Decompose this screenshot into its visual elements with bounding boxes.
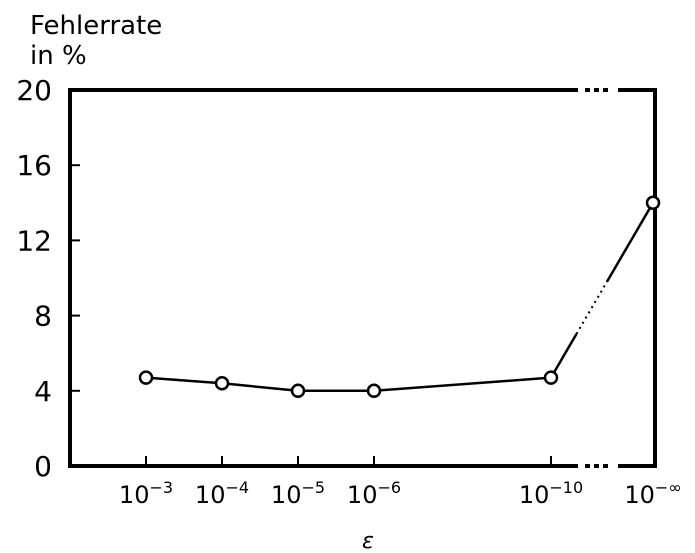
series-line-break — [575, 280, 608, 335]
axis-break-dot — [594, 464, 599, 468]
y-tick-label: 12 — [16, 224, 52, 257]
series-line-segment — [221, 382, 299, 393]
x-axis: 10−3 10−4 10−5 10−6 10−10 10−∞ — [119, 456, 682, 509]
x-tick-label: 10−5 — [271, 478, 325, 509]
y-tick-label: 16 — [16, 149, 52, 182]
axis-break-dot — [603, 464, 608, 468]
axis-break-dot — [603, 88, 608, 92]
x-tick-label: 10−3 — [119, 478, 173, 509]
axis-break-dot — [585, 464, 590, 468]
y-axis-title-line2: in % — [30, 41, 87, 71]
data-point — [138, 370, 154, 385]
x-tick-label: 10−10 — [519, 478, 583, 509]
x-tick-label: 10−6 — [347, 478, 401, 509]
data-series — [138, 195, 661, 399]
plot-frame — [68, 88, 657, 468]
x-axis-title: ε — [362, 529, 374, 553]
y-tick-label: 8 — [34, 300, 52, 333]
series-line-segment — [606, 202, 655, 283]
y-axis: 0 4 8 12 16 20 — [16, 74, 80, 483]
axis-break-dot — [594, 88, 599, 92]
x-tick-label: 10−4 — [195, 478, 249, 509]
y-tick-label: 4 — [34, 375, 52, 408]
data-point — [290, 383, 306, 399]
y-axis-title-line1: Fehlerrate — [30, 11, 162, 41]
axis-break-dot — [585, 88, 590, 92]
x-tick-label: 10−∞ — [624, 478, 681, 509]
data-point — [366, 383, 382, 399]
data-point — [214, 376, 230, 391]
data-point — [645, 195, 661, 211]
y-tick-label: 0 — [34, 450, 52, 483]
series-line-segment — [373, 376, 552, 393]
data-point — [543, 370, 559, 385]
series-line-segment — [549, 333, 578, 379]
series-line-segment — [145, 376, 223, 385]
y-tick-label: 20 — [16, 74, 52, 107]
